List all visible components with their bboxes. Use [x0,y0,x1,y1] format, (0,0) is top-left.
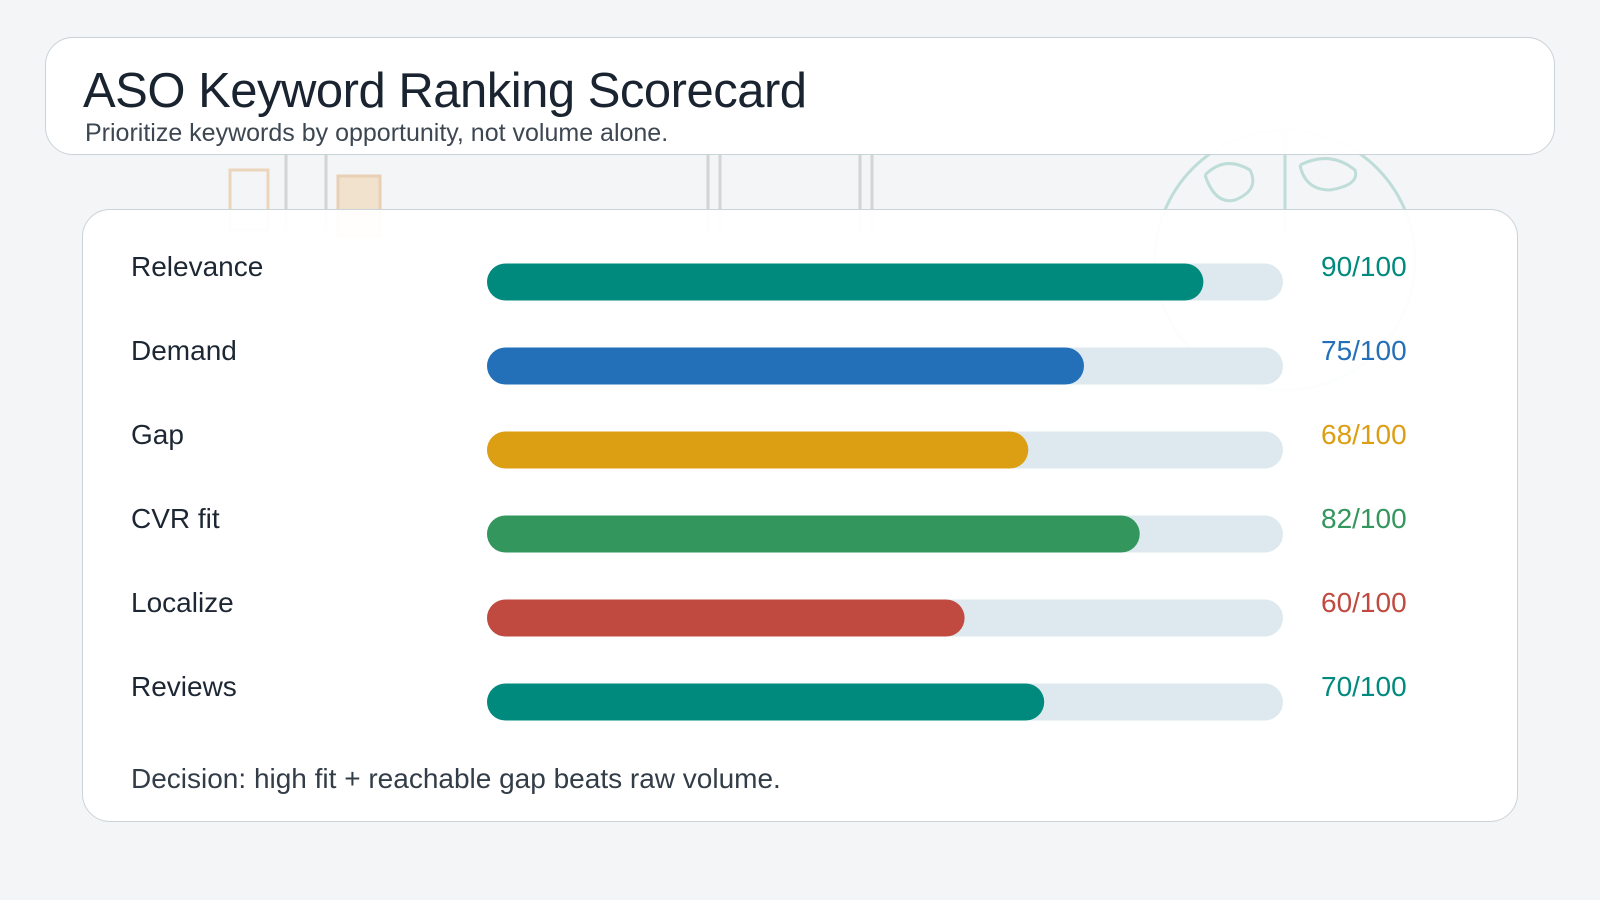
value-label-reviews: 70/100 [1321,671,1407,702]
bar-relevance [487,263,1204,301]
value-label-relevance: 90/100 [1321,251,1407,282]
page-subtitle: Prioritize keywords by opportunity, not … [85,119,669,147]
category-label-demand: Demand [131,335,237,366]
bar-localize [487,599,965,637]
bar-demand [487,347,1084,385]
bar-reviews [487,683,1045,721]
page-title: ASO Keyword Ranking Scorecard [83,64,807,118]
decision-note: Decision: high fit + reachable gap beats… [131,763,781,794]
value-label-demand: 75/100 [1321,335,1407,366]
category-label-gap: Gap [131,419,184,450]
category-label-cvr-fit: CVR fit [131,503,220,534]
value-label-gap: 68/100 [1321,419,1407,450]
scorecard-chart: Relevance 90/100 Demand 75/100 Gap 68/100 CVR … [131,251,1407,721]
category-label-relevance: Relevance [131,251,263,282]
bar-gap [487,431,1029,469]
category-label-localize: Localize [131,587,234,618]
value-label-cvr-fit: 82/100 [1321,503,1407,534]
bar-cvr-fit [487,515,1140,553]
scorecard-panel: Relevance 90/100 Demand 75/100 Gap 68/100 CVR … [82,209,1518,822]
category-label-reviews: Reviews [131,671,237,702]
header-card: ASO Keyword Ranking Scorecard Prioritize… [45,37,1555,155]
value-label-localize: 60/100 [1321,587,1407,618]
